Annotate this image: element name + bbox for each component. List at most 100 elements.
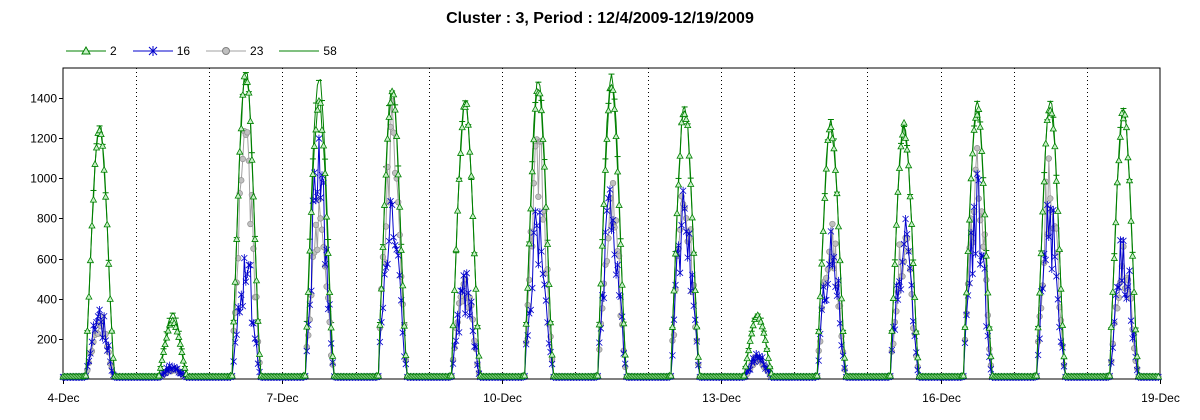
data-point — [909, 259, 917, 266]
data-point — [326, 318, 333, 326]
data-point — [539, 135, 547, 142]
data-point — [608, 226, 615, 235]
data-point — [106, 295, 114, 302]
data-point — [164, 326, 172, 334]
data-point — [612, 270, 620, 279]
data-point — [694, 352, 703, 360]
data-point — [899, 273, 906, 280]
data-point — [542, 296, 550, 305]
data-point — [239, 90, 247, 98]
data-point — [84, 362, 91, 371]
data-point — [86, 256, 95, 264]
data-point — [388, 200, 396, 209]
data-point — [603, 206, 611, 215]
data-point — [321, 169, 329, 177]
data-point — [247, 220, 254, 228]
data-point — [402, 351, 410, 358]
data-point — [1123, 294, 1130, 303]
data-point — [321, 260, 329, 269]
data-point — [397, 246, 405, 253]
data-point — [97, 130, 105, 138]
data-point — [837, 294, 846, 302]
data-point — [611, 250, 618, 259]
data-point — [159, 348, 168, 355]
data-point — [1042, 139, 1050, 147]
data-point — [1133, 366, 1141, 375]
data-point — [463, 269, 471, 278]
data-point — [530, 228, 538, 237]
data-point — [243, 78, 252, 85]
data-point — [530, 135, 538, 143]
data-point — [1051, 142, 1059, 150]
data-point — [836, 256, 844, 264]
data-point — [597, 279, 605, 287]
data-point — [455, 328, 463, 337]
data-point — [690, 248, 698, 256]
data-point — [319, 141, 328, 149]
data-point — [1118, 276, 1126, 285]
data-point — [904, 161, 913, 169]
data-point — [987, 365, 995, 374]
data-point — [981, 210, 989, 218]
data-point — [830, 144, 838, 152]
data-point — [466, 147, 474, 155]
data-point — [161, 368, 169, 377]
data-point — [251, 235, 259, 242]
data-point — [912, 327, 920, 335]
data-point — [389, 90, 398, 98]
data-point — [1037, 249, 1045, 257]
data-point — [1032, 371, 1041, 379]
data-point — [377, 284, 386, 292]
data-point — [547, 333, 554, 340]
data-point — [615, 201, 623, 208]
data-point — [1039, 284, 1046, 293]
data-point — [682, 115, 690, 122]
data-point — [894, 295, 902, 304]
data-point — [1106, 371, 1114, 379]
data-point — [743, 354, 751, 362]
data-point — [531, 104, 539, 112]
data-point — [973, 169, 981, 178]
data-point — [824, 136, 832, 144]
data-point — [1107, 323, 1115, 330]
data-point — [980, 243, 987, 250]
data-point — [317, 193, 324, 202]
data-point — [685, 229, 693, 238]
data-point — [82, 371, 90, 379]
data-point — [603, 258, 611, 265]
data-point — [822, 164, 831, 172]
data-point — [621, 350, 629, 358]
data-point — [458, 286, 466, 295]
data-point — [1154, 372, 1163, 380]
data-point — [829, 261, 836, 270]
data-point — [324, 249, 332, 256]
data-point — [173, 327, 181, 335]
data-point — [1127, 216, 1135, 224]
y-tick-label: 1200 — [30, 132, 57, 146]
data-point — [396, 202, 404, 210]
data-point — [538, 247, 545, 256]
data-point — [240, 72, 248, 80]
data-point — [840, 353, 849, 361]
data-point — [1126, 266, 1133, 275]
data-point — [1115, 156, 1123, 164]
data-point — [454, 310, 461, 319]
data-point — [830, 253, 838, 262]
data-point — [897, 142, 905, 150]
data-point — [88, 221, 96, 229]
data-point — [164, 367, 172, 376]
data-point — [91, 160, 99, 167]
data-point — [605, 194, 612, 203]
data-point — [1112, 218, 1120, 226]
data-point — [603, 135, 611, 142]
data-point — [89, 195, 98, 203]
data-point — [318, 125, 326, 133]
data-point — [306, 246, 314, 254]
x-tick-label: 10-Dec — [483, 391, 522, 405]
data-point — [672, 280, 679, 289]
data-point — [176, 340, 184, 347]
data-point — [1045, 155, 1052, 162]
data-point — [452, 336, 460, 345]
data-point — [976, 122, 984, 130]
data-point — [100, 312, 108, 321]
